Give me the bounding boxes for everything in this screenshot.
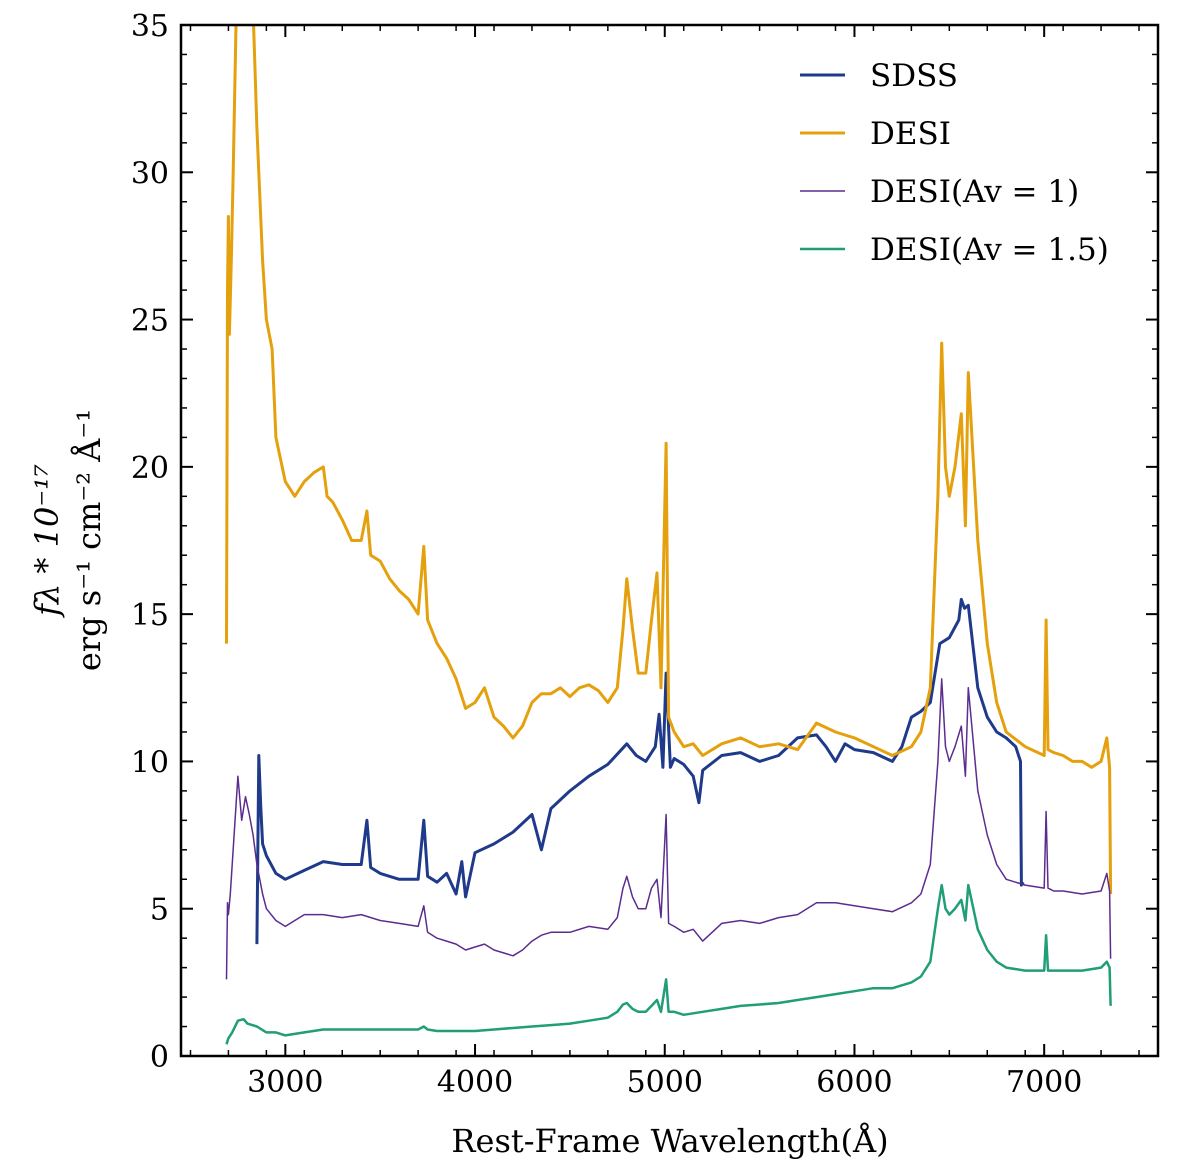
plot-area: 3000 4000 5000 6000 7000 0 5 10 15 20 25 30 35	[131, 9, 1160, 1100]
x-axis-label: Rest-Frame Wavelength(Å)	[451, 1122, 888, 1160]
series-line-1	[225, 25, 1113, 895]
series-line-3	[225, 883, 1112, 1045]
y-tick-label: 20	[131, 451, 169, 486]
legend: SDSS DESI DESI(Av = 1) DESI(Av = 1.5)	[800, 58, 1109, 268]
x-tick-label: 6000	[816, 1065, 892, 1100]
y-tick-label: 25	[131, 304, 169, 339]
series-line-2	[225, 678, 1112, 980]
legend-label-2: DESI(Av = 1)	[870, 174, 1079, 210]
ticks-group: 3000 4000 5000 6000 7000 0 5 10 15 20 25 30 35	[131, 9, 1158, 1100]
x-tick-label: 4000	[437, 1065, 513, 1100]
series-group	[225, 25, 1113, 1045]
y-tick-label: 10	[131, 745, 169, 780]
y-tick-label: 5	[150, 893, 169, 928]
y-axis-label: fλ * 10⁻¹⁷ erg s⁻¹ cm⁻² Å⁻¹	[28, 409, 108, 671]
plot-frame	[179, 23, 1160, 1058]
y-tick-label: 30	[131, 156, 169, 191]
legend-label-1: DESI	[870, 116, 951, 152]
x-tick-label: 5000	[627, 1065, 703, 1100]
legend-label-3: DESI(Av = 1.5)	[870, 232, 1109, 268]
y-tick-label: 35	[131, 9, 169, 44]
y-axis-label-line2: erg s⁻¹ cm⁻² Å⁻¹	[70, 409, 108, 671]
legend-label-0: SDSS	[870, 58, 958, 94]
y-tick-label: 15	[131, 598, 169, 633]
y-tick-label: 0	[150, 1040, 169, 1075]
x-tick-label: 7000	[1006, 1065, 1082, 1100]
y-axis-label-line1: fλ * 10⁻¹⁷	[28, 464, 66, 618]
x-tick-label: 3000	[247, 1065, 323, 1100]
series-line-0	[255, 597, 1025, 945]
